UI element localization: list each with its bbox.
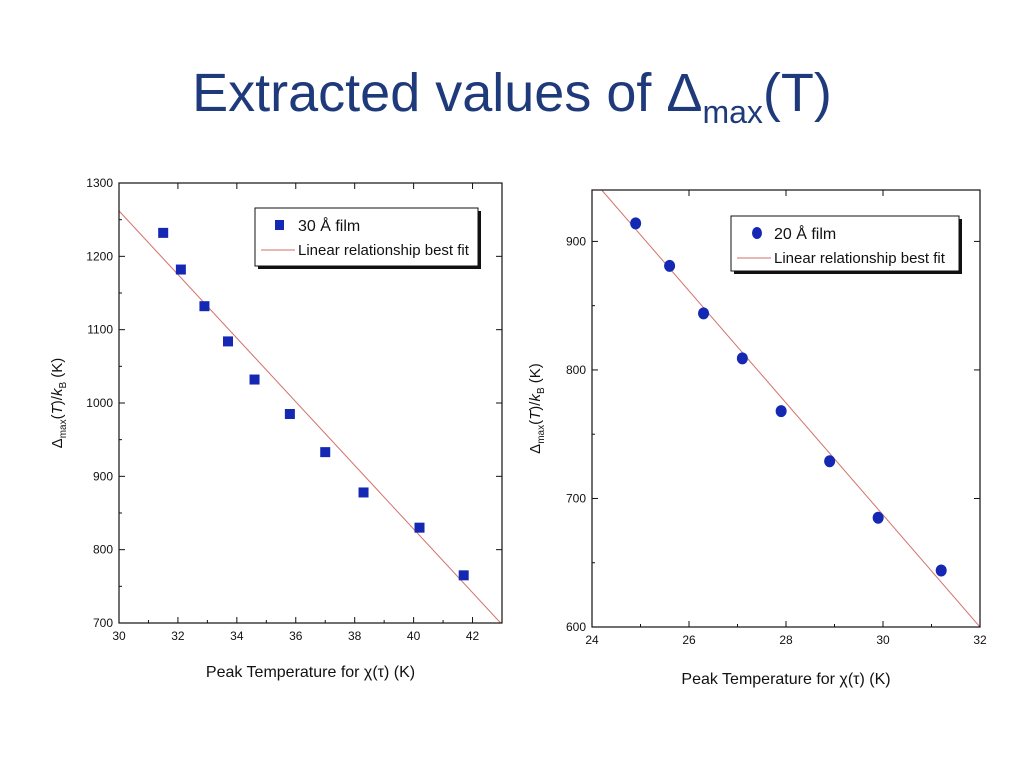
y-tick-label: 1200 bbox=[86, 249, 113, 263]
data-point bbox=[358, 487, 369, 498]
x-tick-label: 36 bbox=[289, 629, 303, 643]
x-tick-label: 28 bbox=[779, 633, 793, 647]
data-point bbox=[158, 227, 169, 238]
title-end: (T) bbox=[762, 63, 832, 123]
data-point bbox=[775, 405, 787, 418]
y-tick-label: 1300 bbox=[86, 176, 113, 190]
fit-line bbox=[119, 210, 502, 623]
title-main: Extracted values of Δ bbox=[192, 63, 703, 123]
x-axis-label: Peak Temperature for χ(τ) (K) bbox=[206, 664, 415, 681]
x-tick-label: 42 bbox=[466, 629, 480, 643]
legend-marker bbox=[275, 220, 284, 230]
fit-line bbox=[601, 190, 980, 627]
y-tick-label: 1000 bbox=[86, 396, 113, 410]
x-tick-label: 32 bbox=[973, 633, 987, 647]
slide-title: Extracted values of Δmax(T) bbox=[0, 58, 1024, 147]
y-tick-label: 900 bbox=[93, 469, 113, 483]
data-point bbox=[223, 336, 234, 347]
legend-box bbox=[730, 215, 960, 272]
y-tick-label: 700 bbox=[566, 491, 586, 505]
x-tick-label: 24 bbox=[585, 633, 599, 647]
y-tick-label: 800 bbox=[93, 543, 113, 557]
chart-30a-film: 30 32 34 36 38 40 42 700 800 900 1000 1100 1200 1300 P… bbox=[49, 176, 503, 681]
y-tick-label: 700 bbox=[93, 616, 113, 630]
y-axis-label: Δmax(T)/kB (K) bbox=[49, 358, 69, 449]
x-axis-label: Peak Temperature for χ(τ) (K) bbox=[681, 671, 890, 688]
legend-marker bbox=[752, 227, 762, 239]
data-point bbox=[630, 217, 642, 230]
y-axis-label: Δmax(T)/kB (K) bbox=[527, 363, 547, 454]
data-point bbox=[175, 264, 186, 275]
chart-20a-film: 24 26 28 30 32 600 700 800 900 Peak Temperature f… bbox=[527, 189, 987, 688]
data-point bbox=[414, 522, 425, 533]
x-tick-label: 38 bbox=[348, 629, 362, 643]
y-tick-label: 1100 bbox=[87, 323, 113, 337]
data-point bbox=[458, 570, 469, 581]
data-point bbox=[320, 447, 331, 458]
y-tick-label: 600 bbox=[566, 620, 586, 634]
data-point bbox=[698, 307, 710, 320]
title-subscript: max bbox=[702, 94, 763, 130]
legend-box bbox=[254, 207, 479, 267]
x-tick-label: 34 bbox=[230, 629, 244, 643]
data-point bbox=[199, 301, 210, 312]
x-tick-label: 32 bbox=[171, 629, 185, 643]
y-tick-label: 900 bbox=[566, 234, 586, 248]
data-point bbox=[736, 352, 748, 365]
x-tick-label: 30 bbox=[112, 629, 126, 643]
data-point bbox=[824, 455, 836, 468]
data-point bbox=[249, 374, 260, 385]
legend-series-label: 20 Å film bbox=[774, 224, 836, 243]
data-point bbox=[284, 409, 295, 419]
legend-fit-label: Linear relationship best fit bbox=[298, 242, 470, 259]
data-point bbox=[872, 511, 884, 524]
legend-fit-label: Linear relationship best fit bbox=[774, 250, 946, 267]
legend-series-label: 30 Å film bbox=[298, 216, 360, 235]
x-tick-label: 40 bbox=[407, 629, 421, 643]
data-point bbox=[935, 564, 947, 577]
x-tick-label: 30 bbox=[876, 633, 890, 647]
y-tick-label: 800 bbox=[566, 363, 586, 377]
data-point bbox=[664, 259, 676, 272]
x-tick-label: 26 bbox=[682, 633, 696, 647]
